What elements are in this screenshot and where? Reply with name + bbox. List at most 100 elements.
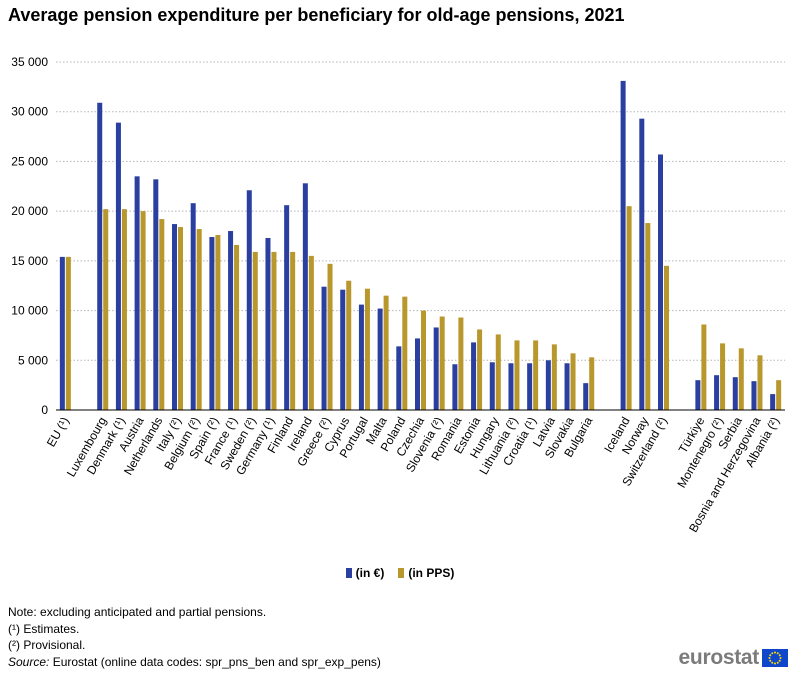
legend-label-eur: (in €) bbox=[355, 566, 385, 580]
bar-eur bbox=[471, 342, 477, 410]
bar-pps bbox=[776, 380, 782, 410]
bar-eur bbox=[209, 236, 215, 410]
bar-pps bbox=[402, 296, 408, 410]
bar-eur bbox=[115, 122, 121, 410]
y-tick-label: 10 000 bbox=[11, 304, 48, 318]
y-tick-label: 15 000 bbox=[11, 254, 48, 268]
note-provisional: (²) Provisional. bbox=[8, 638, 86, 652]
bar-eur bbox=[527, 363, 533, 410]
bar-pps bbox=[364, 288, 370, 410]
bar-eur bbox=[134, 176, 140, 410]
bar-pps bbox=[701, 324, 707, 410]
y-tick-label: 20 000 bbox=[11, 204, 48, 218]
bar-eur bbox=[153, 179, 159, 410]
bar-eur bbox=[564, 363, 570, 410]
bar-eur bbox=[265, 237, 271, 410]
bar-pps bbox=[65, 256, 71, 410]
bar-pps bbox=[103, 209, 109, 410]
note-source: Source: Eurostat (online data codes: spr… bbox=[8, 654, 381, 671]
bar-eur bbox=[358, 304, 364, 410]
bar-eur bbox=[190, 203, 196, 410]
bar-eur bbox=[489, 362, 495, 410]
bar-pps bbox=[626, 206, 632, 410]
eu-flag-icon bbox=[762, 649, 788, 667]
bar-pps bbox=[346, 280, 352, 410]
bar-pps bbox=[439, 316, 445, 410]
bar-eur bbox=[228, 231, 234, 410]
bar-eur bbox=[732, 377, 738, 410]
bar-pps bbox=[140, 211, 146, 410]
bar-pps bbox=[757, 355, 763, 410]
bar-eur bbox=[658, 154, 663, 410]
bar-pps bbox=[495, 334, 501, 410]
source-text: Eurostat (online data codes: spr_pns_ben… bbox=[49, 654, 381, 669]
bar-eur bbox=[714, 375, 720, 410]
bar-pps bbox=[533, 340, 539, 410]
bars bbox=[59, 80, 782, 411]
bar-pps bbox=[271, 251, 277, 410]
bar-eur bbox=[302, 183, 308, 410]
y-tick-label: 25 000 bbox=[11, 154, 48, 168]
bar-pps bbox=[664, 265, 669, 410]
bar-pps bbox=[570, 353, 576, 410]
chart: 0 5 000 10 000 15 000 20 000 25 000 30 000 35 0… bbox=[11, 55, 785, 535]
bar-eur bbox=[415, 338, 420, 410]
legend: (in €) (in PPS) bbox=[0, 566, 800, 580]
bar-eur bbox=[172, 224, 177, 410]
bar-eur bbox=[340, 289, 346, 410]
bar-eur bbox=[284, 205, 290, 410]
bar-pps bbox=[252, 251, 258, 410]
bar-pps bbox=[738, 348, 744, 410]
y-tick-label: 35 000 bbox=[11, 55, 48, 69]
bar-pps bbox=[178, 227, 183, 410]
bar-eur bbox=[246, 190, 252, 410]
bar-pps bbox=[645, 223, 651, 410]
legend-item-pps: (in PPS) bbox=[398, 566, 454, 580]
bar-eur bbox=[583, 383, 589, 410]
eurostat-logo: eurostat bbox=[679, 646, 788, 670]
bar-eur bbox=[620, 80, 626, 411]
bar-eur bbox=[639, 118, 645, 410]
bar-eur bbox=[97, 102, 103, 410]
grid-lines bbox=[56, 61, 785, 361]
bar-eur bbox=[433, 327, 439, 410]
bar-pps bbox=[477, 329, 483, 410]
note-estimates: (¹) Estimates. bbox=[8, 621, 80, 636]
bar-pps bbox=[234, 244, 240, 410]
bar-eur bbox=[508, 363, 514, 410]
y-tick-label: 5 000 bbox=[18, 353, 48, 367]
logo-text: eurostat bbox=[678, 646, 760, 669]
bar-pps bbox=[159, 219, 165, 410]
y-tick-label: 30 000 bbox=[11, 105, 48, 119]
bar-eur bbox=[321, 286, 327, 410]
legend-label-pps: (in PPS) bbox=[408, 566, 455, 580]
bar-pps bbox=[421, 310, 426, 410]
footnotes: Note: excluding anticipated and partial … bbox=[8, 604, 381, 670]
bar-eur bbox=[59, 256, 65, 410]
bar-pps bbox=[458, 317, 464, 410]
bar-pps bbox=[290, 251, 296, 410]
source-label: Source: bbox=[8, 654, 50, 669]
bar-pps bbox=[514, 340, 520, 410]
bar-pps bbox=[121, 209, 127, 410]
bar-eur bbox=[396, 346, 402, 410]
x-tick-label: EU (¹) bbox=[44, 415, 72, 450]
note-line: Note: excluding anticipated and partial … bbox=[8, 605, 267, 619]
bar-pps bbox=[383, 295, 389, 410]
bar-pps bbox=[327, 263, 333, 410]
bar-eur bbox=[545, 360, 551, 410]
bar-eur bbox=[695, 380, 701, 410]
chart-title: Average pension expenditure per benefici… bbox=[8, 5, 625, 25]
bar-pps bbox=[589, 357, 595, 410]
y-axis: 0 5 000 10 000 15 000 20 000 25 000 30 000 35 0… bbox=[11, 55, 48, 417]
bar-eur bbox=[377, 308, 383, 410]
bar-pps bbox=[308, 255, 314, 410]
bar-pps bbox=[215, 235, 221, 410]
bar-eur bbox=[751, 381, 757, 410]
bar-eur bbox=[770, 394, 776, 410]
bar-pps bbox=[196, 229, 202, 410]
bar-pps bbox=[551, 344, 557, 410]
y-tick-label: 0 bbox=[41, 403, 48, 417]
legend-item-eur: (in €) bbox=[345, 566, 385, 580]
